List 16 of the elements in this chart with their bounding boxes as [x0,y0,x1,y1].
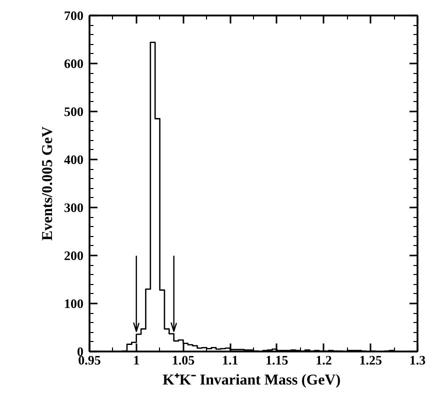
y-tick-label: 400 [64,152,84,167]
x-tick-label: 1.05 [172,352,196,368]
y-axis-title: Events/0.005 GeV [40,126,56,241]
x-tick-label: 1.2 [316,352,332,368]
x-tick-label: 1 [133,352,140,368]
y-tick-label: 500 [64,104,84,119]
x-tick-label: 1.25 [359,352,383,368]
y-tick-label: 700 [64,8,84,23]
x-tick-label: 1.1 [222,352,238,368]
y-tick-label: 200 [64,248,84,263]
x-tick-label: 1.15 [266,352,289,368]
y-tick-label: 300 [64,200,84,215]
y-tick-label: 600 [64,56,84,71]
x-tick-label: 1.3 [409,352,426,368]
y-tick-label: 100 [64,296,84,311]
x-axis-title: K⁺K⁻ Invariant Mass (GeV) [162,372,341,388]
